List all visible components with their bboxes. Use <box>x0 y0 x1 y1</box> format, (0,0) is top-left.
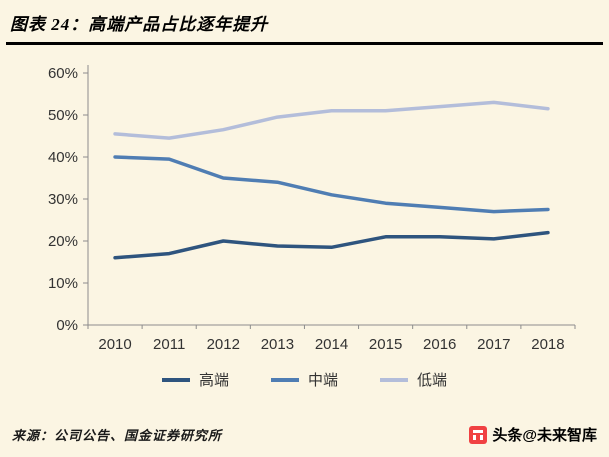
svg-text:2014: 2014 <box>315 336 348 353</box>
legend-label-low-end: 低端 <box>417 372 448 389</box>
legend-item-mid-end: 中端 <box>270 369 338 390</box>
svg-text:0%: 0% <box>56 317 78 334</box>
svg-text:2010: 2010 <box>98 336 131 353</box>
legend-label-mid-end: 中端 <box>307 372 338 389</box>
watermark: 头条@未来智库 <box>469 424 597 445</box>
page-footer: 来源：公司公告、国金证券研究所 头条@未来智库 <box>0 424 609 445</box>
chart-header: 图表 24：高端产品占比逐年提升 <box>6 0 603 45</box>
svg-text:2015: 2015 <box>369 336 402 353</box>
legend-item-high-end: 高端 <box>161 369 229 390</box>
svg-text:40%: 40% <box>48 149 78 166</box>
svg-text:2016: 2016 <box>423 336 456 353</box>
chart-canvas: 0% 10% 20% 30% 40% 50% 60% 2010 2011 2012 2013 2014… <box>48 65 576 353</box>
svg-text:50%: 50% <box>48 107 78 124</box>
svg-text:20%: 20% <box>48 233 78 250</box>
svg-text:2013: 2013 <box>261 336 294 353</box>
legend-item-low-end: 低端 <box>380 369 447 390</box>
svg-text:2018: 2018 <box>531 336 564 353</box>
chart-legend: 高端 中端 低端 <box>0 369 609 390</box>
svg-text:2012: 2012 <box>207 336 240 353</box>
legend-swatch-high-end <box>161 377 190 382</box>
svg-text:10%: 10% <box>48 275 78 292</box>
legend-swatch-low-end <box>380 377 408 382</box>
watermark-text: 头条@未来智库 <box>492 427 597 444</box>
svg-text:2011: 2011 <box>153 336 185 353</box>
toutiao-logo-icon <box>469 425 488 444</box>
legend-swatch-mid-end <box>270 377 299 382</box>
legend-label-high-end: 高端 <box>198 372 229 389</box>
source-text: 来源：公司公告、国金证券研究所 <box>12 428 223 443</box>
svg-text:30%: 30% <box>48 191 78 208</box>
chart-title: 图表 24：高端产品占比逐年提升 <box>10 15 269 34</box>
line-chart: 0% 10% 20% 30% 40% 50% 60% 2010 2011 2012 2013 2014… <box>0 53 609 363</box>
svg-text:60%: 60% <box>48 65 78 82</box>
svg-text:2017: 2017 <box>477 336 510 353</box>
